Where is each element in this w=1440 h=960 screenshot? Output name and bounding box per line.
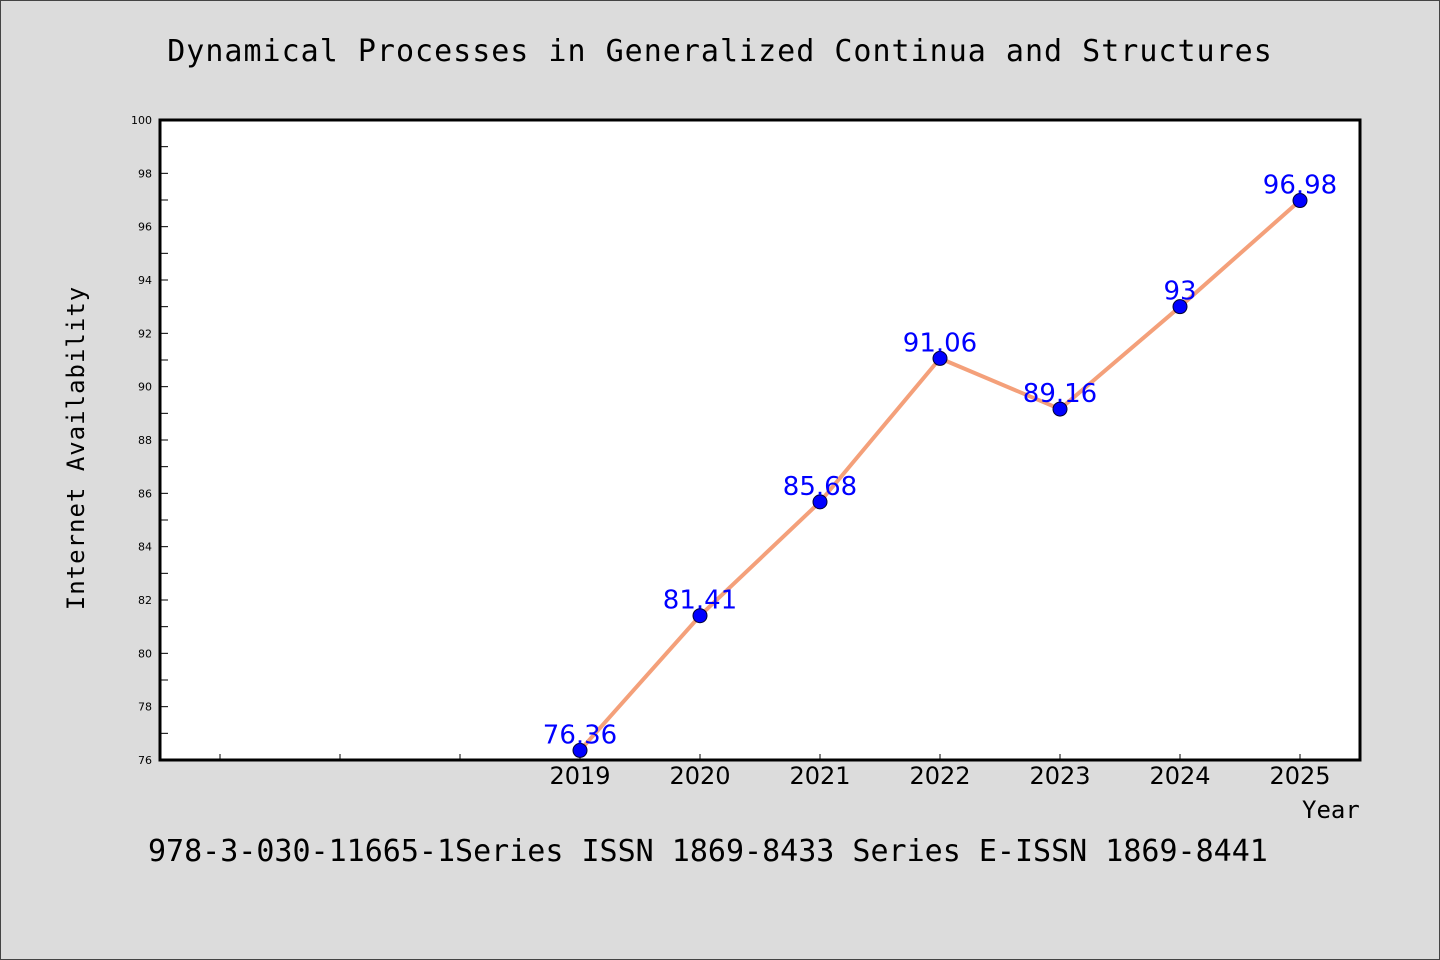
data-label: 89.16 <box>1023 379 1097 409</box>
x-tick-label: 2022 <box>909 762 970 790</box>
y-tick-label: 88 <box>138 434 152 447</box>
footer-note: 978-3-030-11665-1Series ISSN 1869-8433 S… <box>148 834 1268 869</box>
plot-area <box>158 118 1362 762</box>
y-tick-label: 82 <box>138 594 152 607</box>
y-tick-label: 96 <box>138 221 152 234</box>
data-point <box>572 742 588 758</box>
y-tick-label: 84 <box>138 541 152 554</box>
x-tick-label: 2024 <box>1149 762 1210 790</box>
data-label: 93 <box>1163 277 1196 307</box>
y-tick-label: 100 <box>131 114 152 127</box>
data-label: 91.06 <box>903 328 977 358</box>
y-tick-label: 78 <box>138 701 152 714</box>
data-point <box>1052 401 1068 417</box>
chart-title: Dynamical Processes in Generalized Conti… <box>167 34 1273 69</box>
x-tick-label: 2019 <box>549 762 610 790</box>
y-tick-label: 98 <box>138 167 152 180</box>
data-label: 81.41 <box>663 586 737 616</box>
data-point <box>1292 193 1308 209</box>
data-point <box>812 494 828 510</box>
y-tick-label: 76 <box>138 754 152 767</box>
x-tick-label: 2023 <box>1029 762 1090 790</box>
x-tick-label: 2025 <box>1269 762 1330 790</box>
data-label: 85.68 <box>783 472 857 502</box>
data-label: 76.36 <box>543 720 617 750</box>
y-tick-label: 80 <box>138 647 152 660</box>
data-point <box>692 608 708 624</box>
y-tick-label: 90 <box>138 381 152 394</box>
y-tick-label: 86 <box>138 487 152 500</box>
y-tick-label: 92 <box>138 327 152 340</box>
x-tick-label: 2021 <box>789 762 850 790</box>
x-axis-label: Year <box>1302 796 1360 824</box>
data-label: 96.98 <box>1263 171 1337 201</box>
y-tick-label: 94 <box>138 274 152 287</box>
data-point <box>1172 299 1188 315</box>
data-point <box>932 350 948 366</box>
x-tick-label: 2020 <box>669 762 730 790</box>
